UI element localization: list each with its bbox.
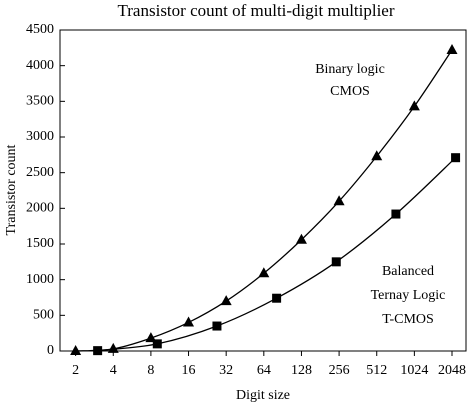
marker <box>408 100 420 111</box>
marker <box>371 150 383 161</box>
marker <box>295 233 307 244</box>
marker <box>212 321 222 331</box>
y-tick-label: 3500 <box>26 94 54 109</box>
marker <box>446 43 458 54</box>
x-axis-label: Digit size <box>236 388 290 403</box>
marker <box>70 345 82 355</box>
marker <box>220 295 232 306</box>
y-tick-label: 4500 <box>26 22 54 37</box>
y-tick-label: 2000 <box>26 201 54 216</box>
chart-title: Transistor count of multi-digit multipli… <box>117 1 394 20</box>
marker <box>93 346 103 356</box>
x-tick-label: 16 <box>182 363 196 378</box>
y-tick-label: 4000 <box>26 58 54 73</box>
series-line <box>75 49 453 352</box>
marker <box>391 209 401 219</box>
y-tick-label: 2500 <box>26 165 54 180</box>
annotation: CMOS <box>330 84 370 99</box>
y-tick-label: 1000 <box>26 272 54 287</box>
x-tick-label: 256 <box>329 363 350 378</box>
x-tick-label: 2048 <box>438 363 466 378</box>
plot-frame <box>59 29 467 352</box>
y-tick-label: 0 <box>47 343 54 358</box>
x-tick-label: 2 <box>72 363 79 378</box>
y-axis-label: Transistor count <box>4 144 19 235</box>
annotation: T-CMOS <box>382 312 434 327</box>
y-tick-label: 500 <box>33 308 54 323</box>
marker <box>183 316 195 327</box>
x-tick-label: 1024 <box>400 363 428 378</box>
y-tick-label: 3000 <box>26 129 54 144</box>
annotation: Binary logic <box>315 62 385 77</box>
x-tick-label: 32 <box>219 363 233 378</box>
marker <box>258 267 270 278</box>
x-tick-label: 128 <box>291 363 312 378</box>
x-tick-label: 4 <box>110 363 117 378</box>
marker <box>331 257 341 267</box>
marker <box>272 293 282 303</box>
annotation: Balanced <box>382 264 434 279</box>
x-tick-label: 64 <box>257 363 271 378</box>
marker <box>451 153 461 163</box>
y-tick-label: 1500 <box>26 236 54 251</box>
x-tick-label: 8 <box>147 363 154 378</box>
marker <box>333 195 345 206</box>
x-tick-label: 512 <box>366 363 387 378</box>
marker <box>152 339 162 349</box>
annotation: Ternay Logic <box>371 288 446 303</box>
marker <box>107 342 119 353</box>
